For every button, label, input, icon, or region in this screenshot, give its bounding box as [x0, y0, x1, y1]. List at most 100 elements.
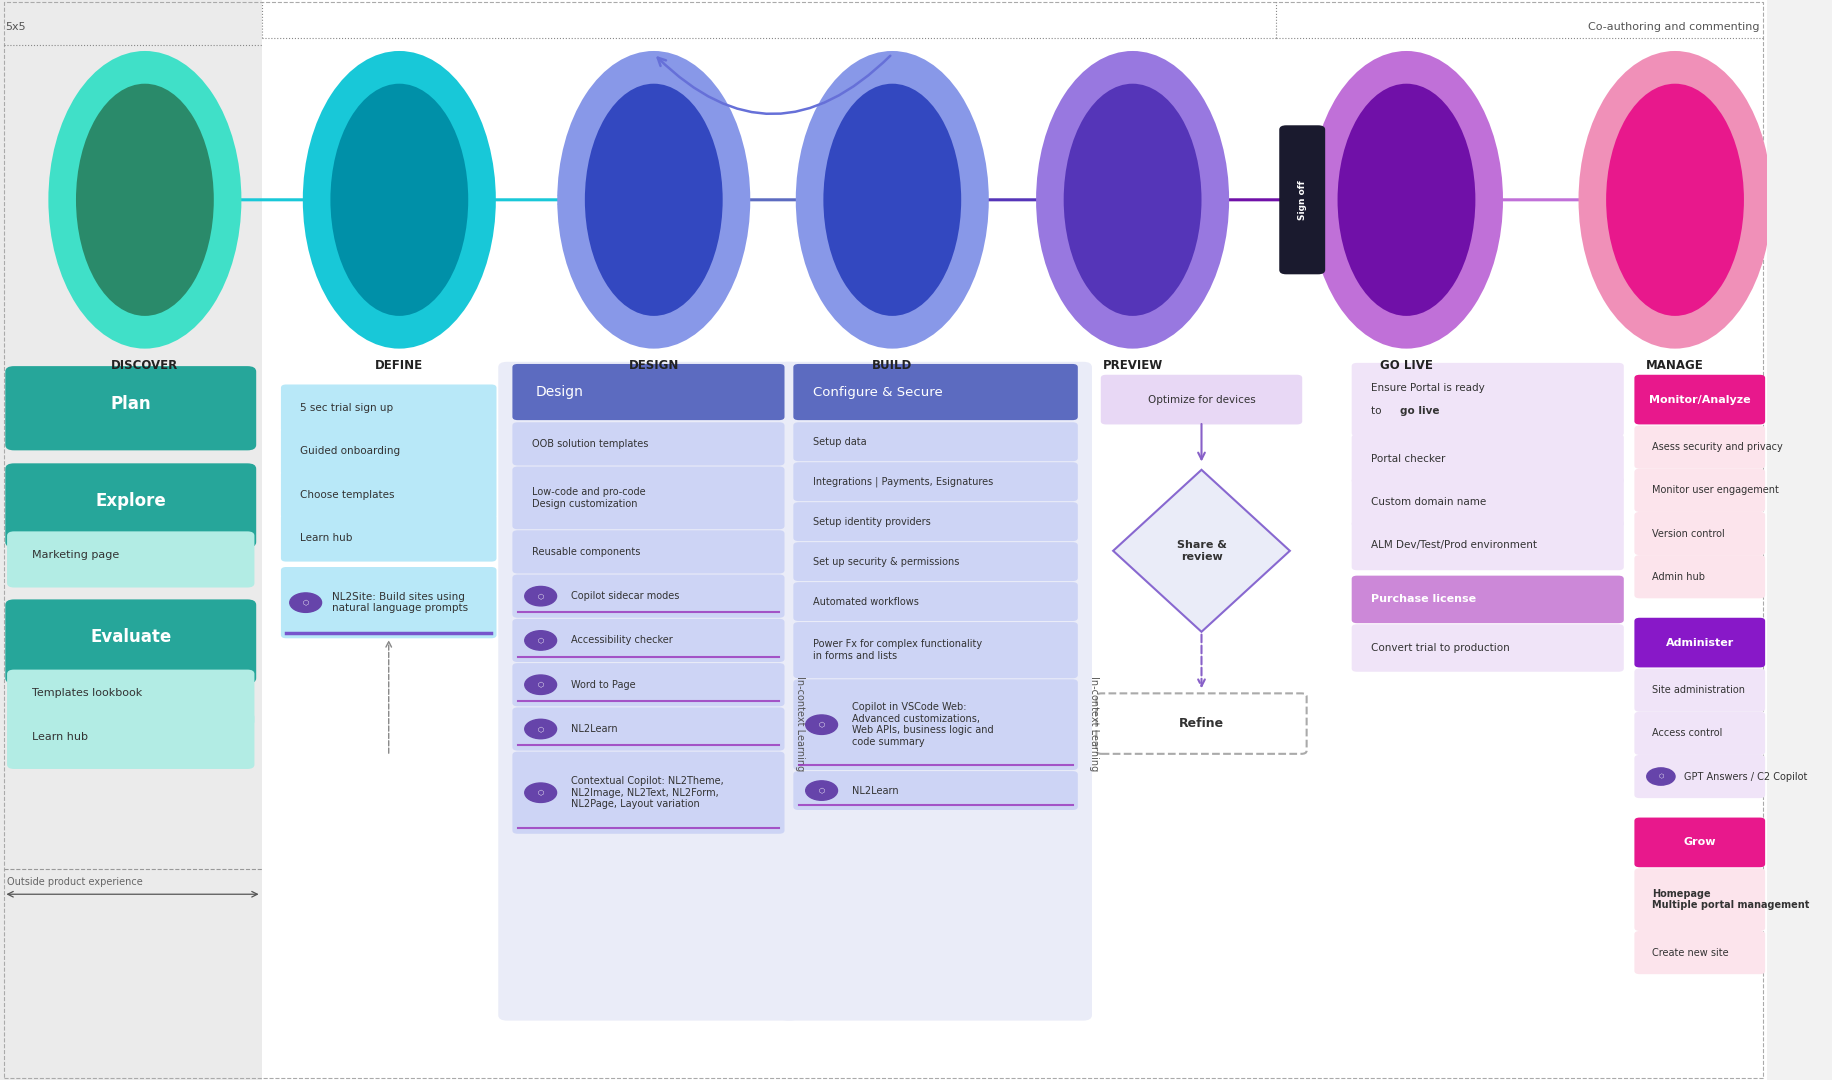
FancyBboxPatch shape	[793, 422, 1077, 461]
Ellipse shape	[823, 84, 962, 316]
Circle shape	[524, 719, 557, 739]
Text: ⬡: ⬡	[819, 787, 824, 794]
Text: Marketing page: Marketing page	[31, 550, 119, 561]
Circle shape	[524, 586, 557, 606]
Text: MANAGE: MANAGE	[1647, 360, 1704, 373]
Text: Copilot in VSCode Web:
Advanced customizations,
Web APIs, business logic and
cod: Copilot in VSCode Web: Advanced customiz…	[852, 702, 993, 747]
FancyBboxPatch shape	[513, 707, 784, 751]
Text: Integrations | Payments, Esignatures: Integrations | Payments, Esignatures	[813, 476, 993, 487]
Text: Optimize for devices: Optimize for devices	[1147, 394, 1255, 405]
Text: Monitor/Analyze: Monitor/Analyze	[1649, 394, 1751, 405]
FancyBboxPatch shape	[513, 575, 784, 618]
Text: Design: Design	[535, 386, 583, 399]
Circle shape	[524, 631, 557, 650]
Text: ⬡: ⬡	[1658, 774, 1663, 779]
FancyBboxPatch shape	[7, 531, 255, 588]
Text: Contextual Copilot: NL2Theme,
NL2Image, NL2Text, NL2Form,
NL2Page, Layout variat: Contextual Copilot: NL2Theme, NL2Image, …	[572, 777, 724, 809]
Text: NL2Learn: NL2Learn	[572, 724, 617, 734]
FancyBboxPatch shape	[280, 384, 496, 432]
Text: Access control: Access control	[1652, 728, 1722, 739]
FancyBboxPatch shape	[1352, 521, 1623, 570]
FancyBboxPatch shape	[513, 530, 784, 573]
Ellipse shape	[1337, 84, 1475, 316]
Ellipse shape	[795, 51, 989, 349]
Text: Convert trial to production: Convert trial to production	[1370, 643, 1510, 653]
Text: GO LIVE: GO LIVE	[1379, 360, 1433, 373]
Text: DEFINE: DEFINE	[376, 360, 423, 373]
Text: GPT Answers / C2 Copilot: GPT Answers / C2 Copilot	[1684, 771, 1806, 782]
Text: ⬡: ⬡	[537, 593, 544, 599]
FancyBboxPatch shape	[793, 462, 1077, 501]
FancyBboxPatch shape	[1352, 576, 1623, 623]
Ellipse shape	[302, 51, 496, 349]
Text: Templates lookbook: Templates lookbook	[31, 688, 143, 699]
Text: Word to Page: Word to Page	[572, 679, 636, 690]
FancyBboxPatch shape	[280, 428, 496, 475]
Text: Low-code and pro-code
Design customization: Low-code and pro-code Design customizati…	[531, 487, 645, 509]
Text: Automated workflows: Automated workflows	[813, 596, 918, 607]
FancyBboxPatch shape	[1279, 125, 1325, 274]
Text: Guided onboarding: Guided onboarding	[300, 446, 401, 457]
Text: Plan: Plan	[110, 395, 150, 413]
Text: NL2Learn: NL2Learn	[852, 785, 898, 796]
Text: Administer: Administer	[1665, 637, 1733, 648]
Text: 5x5: 5x5	[5, 22, 26, 32]
Text: Co-authoring and commenting: Co-authoring and commenting	[1588, 22, 1761, 32]
FancyBboxPatch shape	[1634, 818, 1766, 867]
FancyBboxPatch shape	[793, 679, 1077, 770]
FancyBboxPatch shape	[793, 502, 1077, 541]
Text: Set up security & permissions: Set up security & permissions	[813, 556, 960, 567]
FancyBboxPatch shape	[793, 622, 1077, 678]
FancyBboxPatch shape	[1634, 669, 1766, 712]
FancyBboxPatch shape	[1634, 426, 1766, 469]
Circle shape	[524, 783, 557, 802]
Text: NL2Site: Build sites using
natural language prompts: NL2Site: Build sites using natural langu…	[332, 592, 469, 613]
FancyBboxPatch shape	[1634, 375, 1766, 424]
Text: ⬡: ⬡	[302, 599, 310, 606]
Circle shape	[806, 781, 837, 800]
FancyBboxPatch shape	[1634, 555, 1766, 598]
Text: Reusable components: Reusable components	[531, 546, 639, 557]
Text: go live: go live	[1400, 406, 1440, 417]
FancyBboxPatch shape	[779, 362, 1092, 1021]
Text: Configure & Secure: Configure & Secure	[813, 386, 942, 399]
FancyBboxPatch shape	[1352, 363, 1623, 436]
FancyBboxPatch shape	[793, 771, 1077, 810]
Text: to: to	[1370, 406, 1385, 417]
Text: Version control: Version control	[1652, 528, 1724, 539]
Ellipse shape	[48, 51, 242, 349]
FancyBboxPatch shape	[7, 713, 255, 769]
FancyBboxPatch shape	[280, 471, 496, 518]
FancyBboxPatch shape	[513, 619, 784, 662]
FancyBboxPatch shape	[793, 582, 1077, 621]
FancyBboxPatch shape	[498, 362, 799, 1021]
Text: Create new site: Create new site	[1652, 947, 1729, 958]
Ellipse shape	[1310, 51, 1502, 349]
Ellipse shape	[557, 51, 751, 349]
Text: Portal checker: Portal checker	[1370, 454, 1445, 464]
Text: Homepage
Multiple portal management: Homepage Multiple portal management	[1652, 889, 1810, 910]
Text: Admin hub: Admin hub	[1652, 571, 1706, 582]
FancyBboxPatch shape	[513, 663, 784, 706]
Text: Power Fx for complex functionality
in forms and lists: Power Fx for complex functionality in fo…	[813, 639, 982, 661]
FancyBboxPatch shape	[5, 366, 256, 450]
Text: Evaluate: Evaluate	[90, 629, 172, 646]
FancyBboxPatch shape	[513, 364, 784, 420]
FancyBboxPatch shape	[5, 463, 256, 548]
Text: DESIGN: DESIGN	[628, 360, 680, 373]
Text: Choose templates: Choose templates	[300, 489, 396, 500]
Text: ⬡: ⬡	[819, 721, 824, 728]
Text: Refine: Refine	[1180, 717, 1224, 730]
FancyBboxPatch shape	[280, 567, 496, 638]
Circle shape	[806, 715, 837, 734]
Ellipse shape	[1037, 51, 1229, 349]
Text: Purchase license: Purchase license	[1370, 594, 1477, 605]
FancyBboxPatch shape	[513, 752, 784, 834]
Text: Site administration: Site administration	[1652, 685, 1746, 696]
FancyBboxPatch shape	[1634, 755, 1766, 798]
Text: DISCOVER: DISCOVER	[112, 360, 178, 373]
FancyBboxPatch shape	[793, 364, 1077, 420]
Ellipse shape	[1579, 51, 1772, 349]
Bar	[0, 0, 262, 1080]
Text: Copilot sidecar modes: Copilot sidecar modes	[572, 591, 680, 602]
